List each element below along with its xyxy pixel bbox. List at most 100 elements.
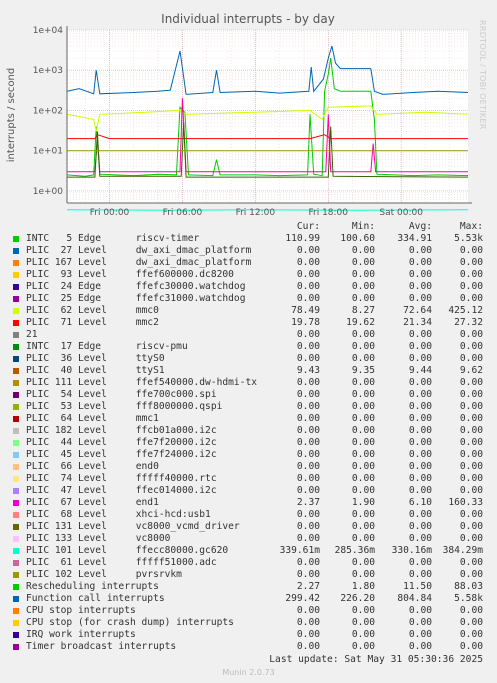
rrdtool-credit: RRDTOOL / TOBI OETIKER <box>478 20 487 130</box>
legend-row: PLIC 61 Level fffff51000.adc 0.00 0.00 0.00… <box>13 557 493 569</box>
legend-max-value: 27.32 <box>454 317 483 328</box>
legend-row: PLIC 101 Level ffecc80000.gc620 339.61m 28… <box>13 545 493 557</box>
legend-header-row: Cur: Min: Avg: Max: <box>13 221 493 233</box>
legend-min-value: 0.00 <box>351 413 375 424</box>
legend-avg-value: 0.00 <box>408 329 432 340</box>
legend-min-value: 0.00 <box>351 377 375 388</box>
legend-label: PLIC 24 Edge ffefc30000.watchdog <box>26 281 246 292</box>
legend-min-value: 1.90 <box>351 497 375 508</box>
legend-min-value: 0.00 <box>351 281 375 292</box>
legend-swatch <box>13 416 19 422</box>
legend-avg-value: 0.00 <box>408 401 432 412</box>
legend-label: PLIC 27 Level dw_axi_dmac_platform <box>26 245 252 256</box>
legend-max-value: 384.29m <box>442 545 483 556</box>
legend-swatch <box>13 248 19 254</box>
legend-avg-value: 0.00 <box>408 461 432 472</box>
munin-version: Munin 2.0.73 <box>222 668 275 677</box>
legend-row: INTC 17 Edge riscv-pmu 0.00 0.00 0.00 0.00 <box>13 341 493 353</box>
legend-min-value: 0.00 <box>351 641 375 652</box>
legend-swatch <box>13 404 19 410</box>
y-tick-label: 1e+01 <box>33 147 63 157</box>
legend-max-value: 0.00 <box>459 557 483 568</box>
legend-max-value: 0.00 <box>459 257 483 268</box>
legend-row: Rescheduling interrupts 2.27 1.80 11.50 88.0… <box>13 581 493 593</box>
legend-row: PLIC 62 Level mmc0 78.49 8.27 72.64 425.12 <box>13 305 493 317</box>
legend-swatch <box>13 320 19 326</box>
legend-cur-value: 2.37 <box>296 497 320 508</box>
legend-cur-value: 0.00 <box>296 353 320 364</box>
legend-avg-value: 0.00 <box>408 569 432 580</box>
legend-row: PLIC 44 Level ffe7f20000.i2c 0.00 0.00 0.00… <box>13 437 493 449</box>
legend-max-value: 0.00 <box>459 509 483 520</box>
legend-avg-value: 0.00 <box>408 257 432 268</box>
legend-min-value: 1.80 <box>351 581 375 592</box>
legend-min-value: 100.60 <box>340 233 375 244</box>
legend-label: PLIC 62 Level mmc0 <box>26 305 159 316</box>
legend-avg-value: 0.00 <box>408 437 432 448</box>
legend-row: Timer broadcast interrupts 0.00 0.00 0.00 0.… <box>13 641 493 653</box>
legend-min-value: 226.20 <box>340 593 375 604</box>
legend-swatch <box>13 632 19 638</box>
legend-min-value: 0.00 <box>351 461 375 472</box>
legend-row: PLIC 131 Level vc8000_vcmd_driver 0.00 0.0… <box>13 521 493 533</box>
legend-swatch <box>13 620 19 626</box>
legend-max-value: 160.33 <box>448 497 483 508</box>
legend-swatch <box>13 440 19 446</box>
legend-cur-value: 0.00 <box>296 641 320 652</box>
chart-area: Individual interrupts - by day interrupt… <box>6 12 472 218</box>
legend-swatch <box>13 296 19 302</box>
legend-max-value: 0.00 <box>459 605 483 616</box>
y-tick-label: 1e+03 <box>33 66 63 76</box>
legend-min-value: 0.00 <box>351 533 375 544</box>
legend-max-value: 0.00 <box>459 413 483 424</box>
legend-row: CPU stop interrupts 0.00 0.00 0.00 0.00 <box>13 605 493 617</box>
legend-label: PLIC 167 Level dw_axi_dmac_platform <box>26 257 252 268</box>
legend-label: PLIC 93 Level ffef600000.dc8200 <box>26 269 234 280</box>
legend-label: PLIC 40 Level ttyS1 <box>26 365 165 376</box>
legend-avg-value: 0.00 <box>408 641 432 652</box>
series-line <box>67 122 469 178</box>
legend-avg-value: 0.00 <box>408 533 432 544</box>
legend-min-value: 0.00 <box>351 389 375 400</box>
legend-label: PLIC 71 Level mmc2 <box>26 317 159 328</box>
legend-max-value: 0.00 <box>459 533 483 544</box>
legend-max-value: 0.00 <box>459 329 483 340</box>
legend-max-value: 0.00 <box>459 341 483 352</box>
legend-swatch <box>13 476 19 482</box>
legend-avg-value: 0.00 <box>408 341 432 352</box>
legend-max-value: 0.00 <box>459 569 483 580</box>
legend-swatch <box>13 524 19 530</box>
legend-cur-value: 0.00 <box>296 293 320 304</box>
legend-row: PLIC 167 Level dw_axi_dmac_platform 0.00 0… <box>13 257 493 269</box>
legend-avg-value: 0.00 <box>408 353 432 364</box>
legend-row: INTC 5 Edge riscv-timer 110.99 100.60 334.9… <box>13 233 493 245</box>
legend-cur-value: 0.00 <box>296 377 320 388</box>
legend-max-value: 0.00 <box>459 389 483 400</box>
legend-swatch <box>13 452 19 458</box>
legend-label: PLIC 68 Level xhci-hcd:usb1 <box>26 509 211 520</box>
legend-cur-value: 0.00 <box>296 461 320 472</box>
legend-cur-value: 0.00 <box>296 533 320 544</box>
series-line <box>66 45 469 95</box>
legend-min-value: 0.00 <box>351 509 375 520</box>
legend-avg-value: 0.00 <box>408 617 432 628</box>
legend-row: PLIC 36 Level ttyS0 0.00 0.00 0.00 0.00 <box>13 353 493 365</box>
legend-row: PLIC 182 Level ffcb01a000.i2c 0.00 0.00 0.0… <box>13 425 493 437</box>
legend-swatch <box>13 464 19 470</box>
legend-cur-value: 0.00 <box>296 401 320 412</box>
legend-label: PLIC 67 Level end1 <box>26 497 159 508</box>
legend-cur-value: 0.00 <box>296 329 320 340</box>
legend-max-value: 0.00 <box>459 617 483 628</box>
legend-max-value: 0.00 <box>459 401 483 412</box>
x-tick-label: Fri 12:00 <box>236 208 276 218</box>
legend-cur-value: 0.00 <box>296 629 320 640</box>
legend-swatch <box>13 644 19 650</box>
series-line <box>66 105 469 132</box>
legend-max-value: 0.00 <box>459 425 483 436</box>
legend-min-value: 19.62 <box>346 317 375 328</box>
legend-row: PLIC 40 Level ttyS1 9.43 9.35 9.44 9.62 <box>13 365 493 377</box>
legend-min-value: 9.35 <box>351 365 375 376</box>
legend-swatch <box>13 284 19 290</box>
legend-max-value: 0.00 <box>459 485 483 496</box>
legend-label: PLIC 61 Level fffff51000.adc <box>26 557 217 568</box>
